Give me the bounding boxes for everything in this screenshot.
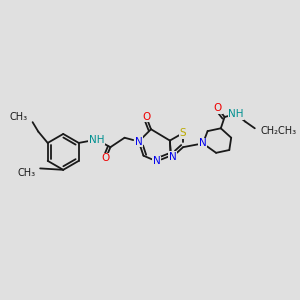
Text: N: N: [199, 138, 207, 148]
Text: CH₃: CH₃: [17, 168, 35, 178]
Text: NH: NH: [228, 109, 244, 119]
Text: CH₂CH₃: CH₂CH₃: [260, 126, 297, 136]
Text: CH₃: CH₃: [10, 112, 28, 122]
Text: O: O: [102, 154, 110, 164]
Text: NH: NH: [88, 135, 104, 145]
Text: S: S: [180, 128, 186, 138]
Text: O: O: [214, 103, 222, 113]
Text: N: N: [135, 136, 142, 146]
Text: O: O: [142, 112, 150, 122]
Text: N: N: [169, 152, 177, 162]
Text: N: N: [153, 156, 160, 166]
